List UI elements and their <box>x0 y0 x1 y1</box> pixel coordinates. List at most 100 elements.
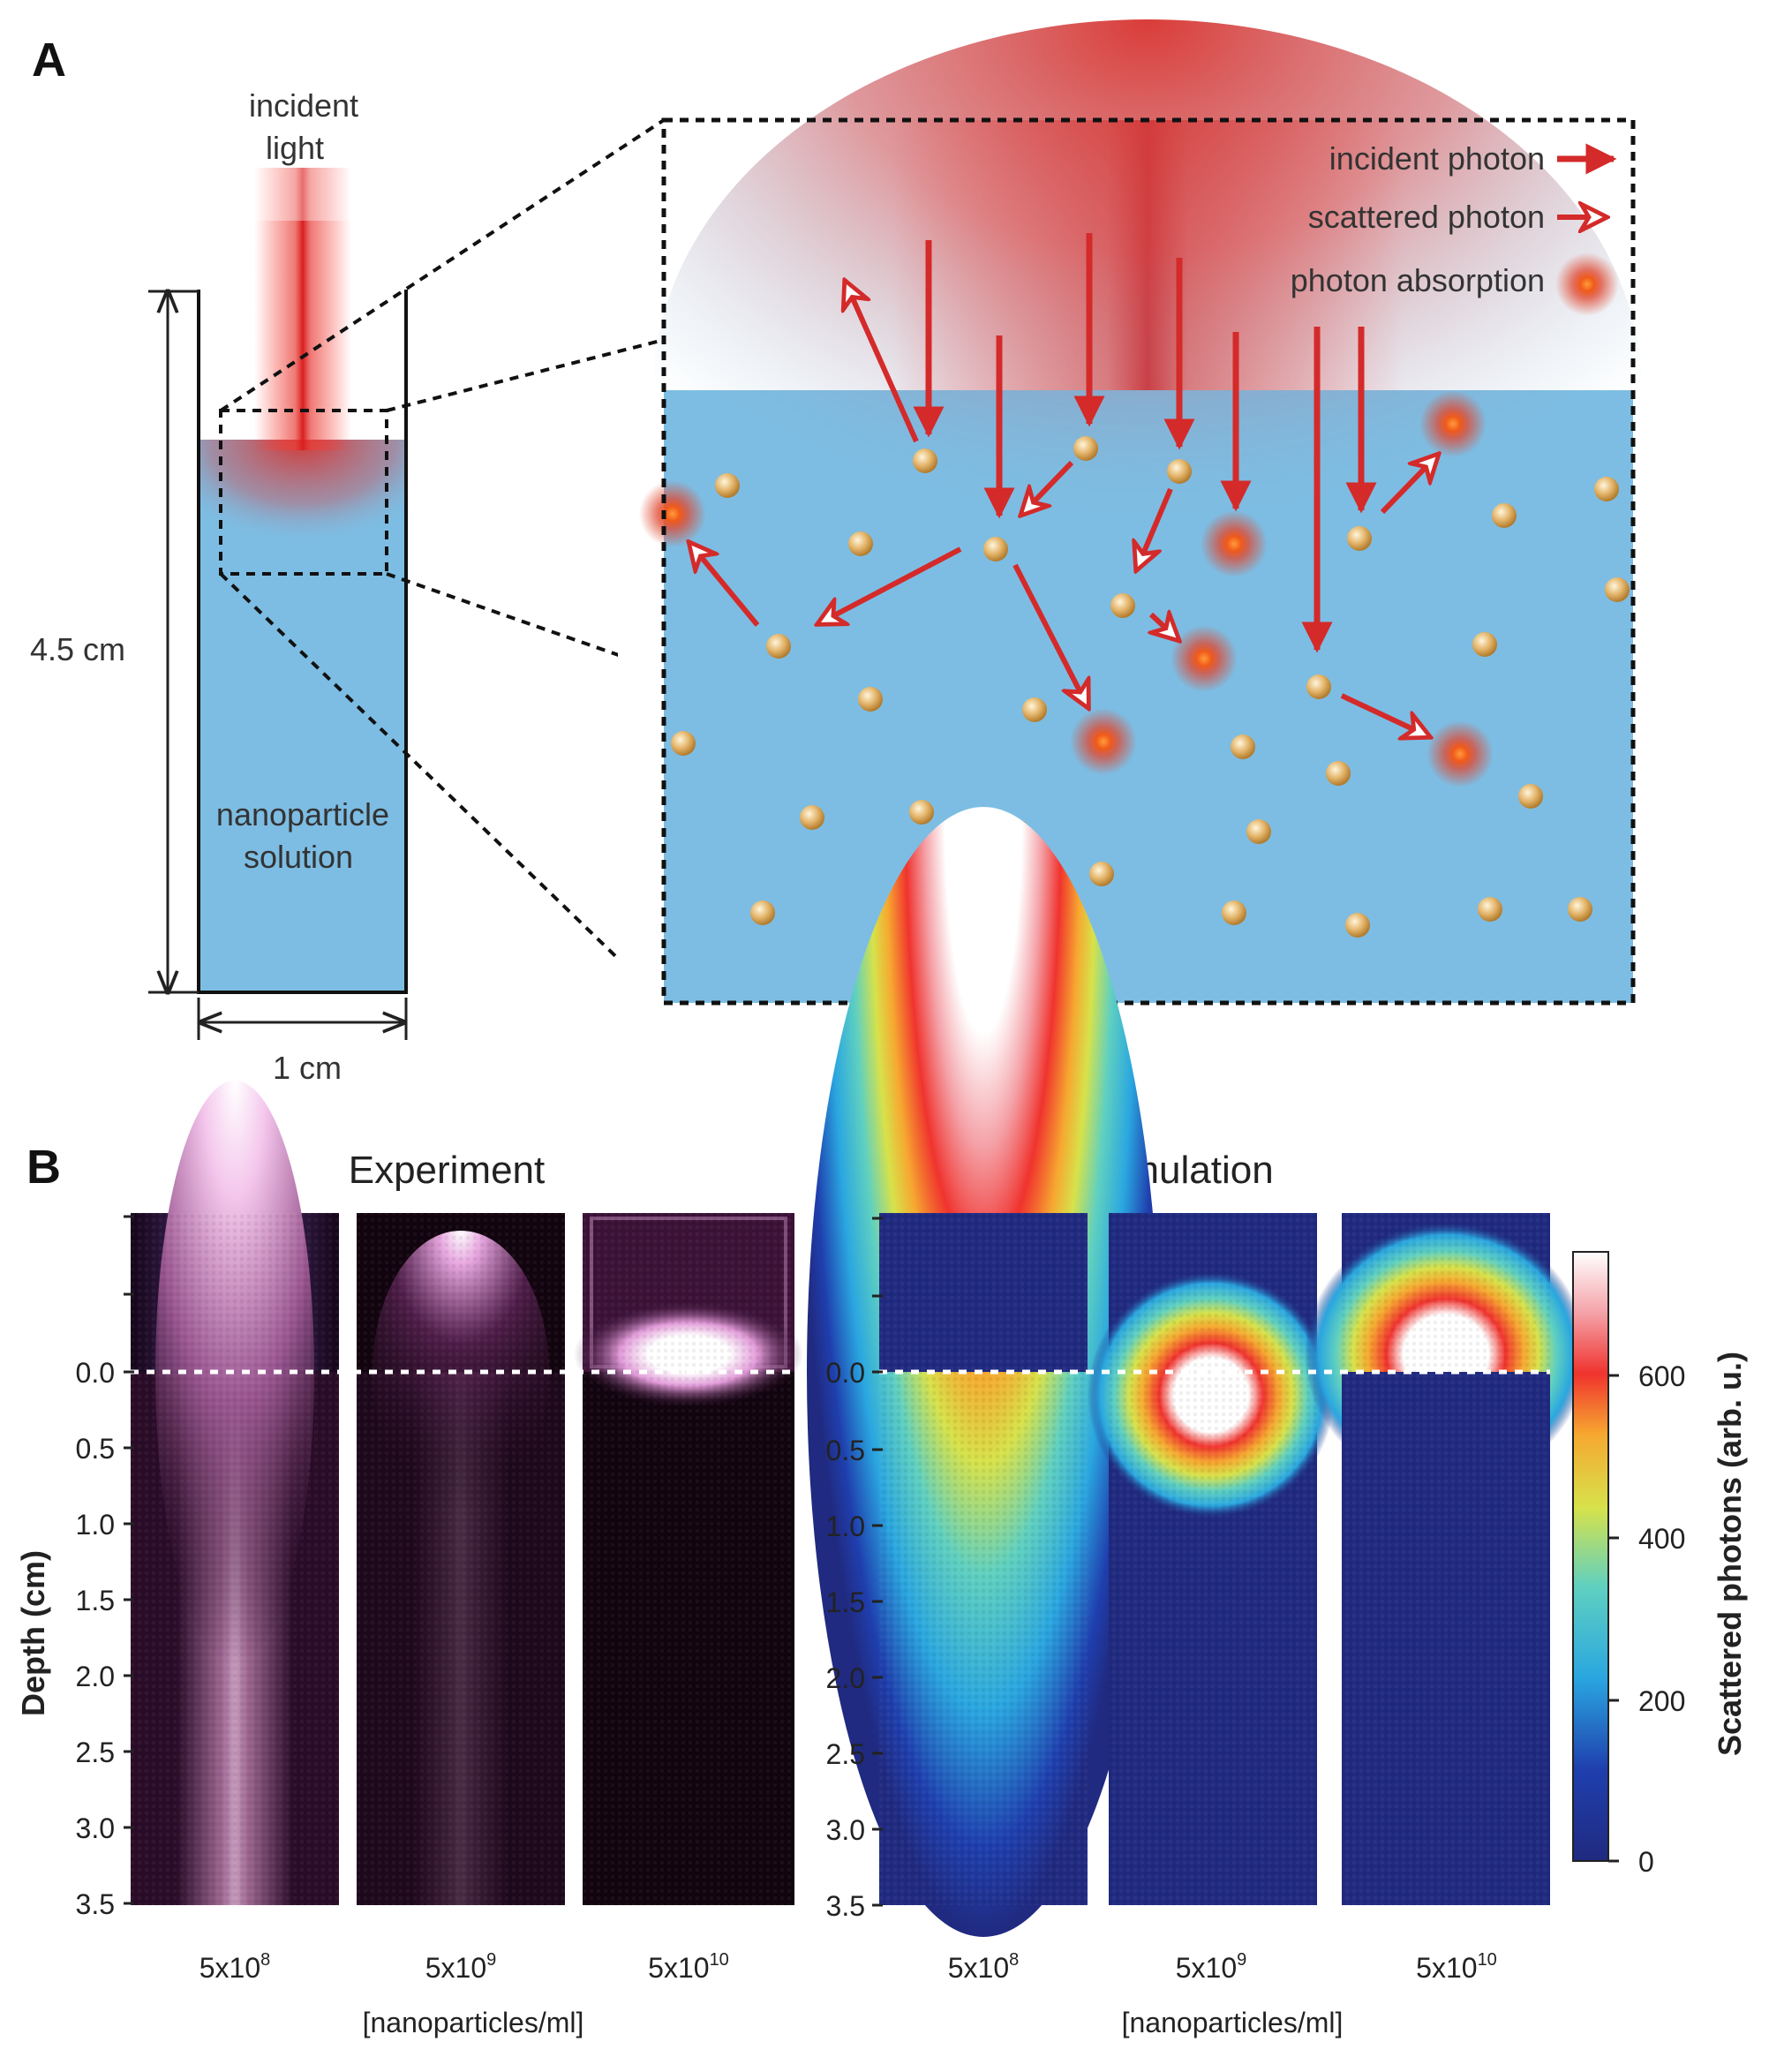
scattered-photon-arrow <box>1012 563 1088 706</box>
nanoparticle <box>909 800 934 825</box>
nanoparticle <box>766 634 791 659</box>
absorption-event <box>639 480 706 547</box>
nanoparticle <box>1231 735 1255 759</box>
simulation-panel-mid <box>1088 1213 1335 1905</box>
cuvette-zoom-box <box>219 409 388 576</box>
experiment-y-axis <box>124 1215 134 1905</box>
absorption-event <box>1419 390 1487 457</box>
height-dimension <box>148 291 199 992</box>
simulation-y-axis <box>872 1217 883 1907</box>
sim-y-tick: 1.5 <box>826 1586 865 1618</box>
exp-y-tick: 0.5 <box>76 1433 115 1465</box>
nanoparticle <box>1478 897 1502 922</box>
cuvette-light-glow <box>199 440 406 581</box>
sim-y-tick: 1.0 <box>826 1511 865 1542</box>
nanoparticle <box>1073 436 1098 461</box>
y-axis-label: Depth (cm) <box>15 1550 51 1716</box>
nanoparticle <box>1347 526 1372 551</box>
colorbar-gradient <box>1572 1251 1609 1862</box>
nanoparticle <box>800 805 824 830</box>
experiment-panel-high <box>574 1213 803 1905</box>
exp-y-tick: 0.0 <box>76 1357 115 1389</box>
absorption-event <box>1426 720 1494 787</box>
nanoparticle <box>715 473 740 498</box>
zoom-mask-right <box>1633 388 1686 1006</box>
nanoparticle <box>848 531 873 556</box>
exp-conc-label: 5x109 <box>425 1950 497 1984</box>
colorbar-tick: 400 <box>1638 1523 1685 1555</box>
scattered-photon-arrow <box>819 546 962 623</box>
experiment-panel-low <box>131 1081 339 1905</box>
incident-photon-arrows <box>913 233 1377 653</box>
nanoparticle <box>671 731 696 756</box>
scattered-photon-arrow <box>1340 693 1428 736</box>
zoom-beam-glow <box>653 19 1642 761</box>
exp-y-tick: 1.5 <box>76 1585 115 1616</box>
experiment-y-tick-labels: 0.0 0.5 1.0 1.5 2.0 2.5 3.0 3.5 <box>76 1357 115 1920</box>
nanoparticle <box>1246 819 1271 844</box>
nanoparticle <box>1518 784 1543 809</box>
nanoparticle <box>1167 459 1192 484</box>
scattered-photon-arrow <box>1022 460 1074 514</box>
colorbar: 600 400 200 0 <box>1572 1251 1685 1878</box>
legend-scattered-label: scattered photon <box>1308 199 1545 235</box>
legend-incident-label: incident photon <box>1329 140 1545 177</box>
nanoparticle <box>1306 674 1331 699</box>
exp-y-tick: 2.5 <box>76 1737 115 1768</box>
zoom-mask-below <box>664 1003 1635 1029</box>
height-label: 4.5 cm <box>30 631 125 667</box>
zoom-border <box>661 117 1636 1006</box>
experiment-panels <box>131 1081 803 1905</box>
nanoparticle <box>1594 477 1619 501</box>
incident-beam-fade <box>254 168 351 221</box>
experiment-panel-mid <box>357 1213 565 1905</box>
nanoparticle <box>1110 593 1135 618</box>
experiment-x-labels: 5x108 5x109 5x1010 [nanoparticles/ml] <box>199 1950 729 2038</box>
sim-conc-label: 5x109 <box>1176 1950 1247 1984</box>
zoom-mask-left <box>618 388 664 1006</box>
sim-y-tick: 2.0 <box>826 1662 865 1694</box>
nanoparticle <box>750 900 775 925</box>
colorbar-label: Scattered photons (arb. u.) <box>1712 1352 1748 1756</box>
scattered-photon-arrow <box>690 544 760 627</box>
sim-group-label: [nanoparticles/ml] <box>1122 2007 1344 2038</box>
sim-y-tick: 0.0 <box>826 1357 865 1389</box>
width-label: 1 cm <box>273 1050 342 1086</box>
exp-y-tick: 1.0 <box>76 1509 115 1541</box>
experiment-title: Experiment <box>349 1149 546 1192</box>
solution-label-line1: nanoparticle <box>216 796 389 833</box>
simulation-panels <box>807 807 1587 1937</box>
nanoparticle <box>1472 632 1497 657</box>
scattered-photon-arrow <box>1137 487 1173 569</box>
legend-absorption-icon <box>1555 252 1619 316</box>
legend: incident photon scattered photon photon … <box>1291 140 1619 316</box>
zoom-connectors <box>219 118 666 1005</box>
exp-y-tick: 2.0 <box>76 1661 115 1692</box>
nanoparticle <box>1492 503 1517 528</box>
colorbar-tick: 0 <box>1638 1846 1654 1878</box>
nanoparticle <box>1089 862 1114 886</box>
incident-light-label-line2: light <box>266 130 324 166</box>
panel-b-letter: B <box>26 1141 61 1194</box>
colorbar-tick: 200 <box>1638 1685 1685 1717</box>
nanoparticle <box>1022 697 1047 722</box>
incident-beam <box>254 168 351 450</box>
scattered-photon-arrow <box>1380 456 1437 515</box>
exp-group-label: [nanoparticles/ml] <box>363 2007 584 2038</box>
nanoparticle <box>983 537 1008 561</box>
exp-y-tick: 3.0 <box>76 1812 115 1844</box>
exp-y-tick: 3.5 <box>76 1888 115 1920</box>
simulation-panel-high <box>1305 1213 1587 1905</box>
sim-y-tick: 0.5 <box>826 1435 865 1466</box>
absorption-event <box>1070 708 1137 775</box>
incident-light-label-line1: incident <box>249 87 358 124</box>
exp-conc-label: 5x108 <box>199 1950 271 1984</box>
scattered-photon-arrow <box>846 283 919 443</box>
nanoparticle <box>1605 577 1630 602</box>
nanoparticle <box>1568 897 1592 922</box>
scattered-photon-arrow <box>1151 614 1178 639</box>
absorption-events <box>639 390 1494 787</box>
solution-label-line2: solution <box>244 839 353 875</box>
sim-y-tick: 3.0 <box>826 1814 865 1846</box>
